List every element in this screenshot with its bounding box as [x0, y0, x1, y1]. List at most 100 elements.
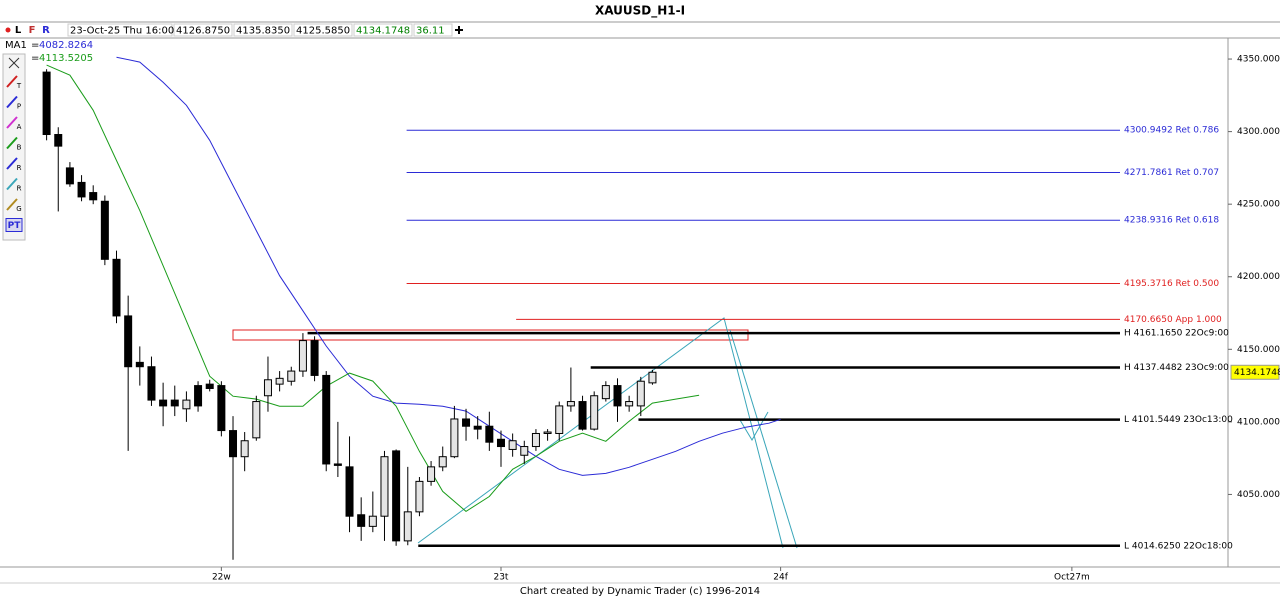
candle-body: [590, 395, 599, 430]
candle-body: [462, 418, 471, 427]
candle-body: [54, 134, 63, 147]
tool-label: B: [17, 144, 22, 152]
legend-sign: =: [31, 40, 39, 51]
candle-body: [89, 192, 98, 201]
candle-body: [170, 399, 179, 407]
candle-body: [543, 431, 552, 434]
candle-body: [42, 71, 51, 136]
tool-button[interactable]: A: [6, 116, 22, 131]
price-tag: [1230, 364, 1280, 380]
footer: Chart created by Dynamic Trader (c) 1996…: [520, 586, 760, 597]
tool-button[interactable]: R: [6, 177, 22, 193]
candle-body: [100, 200, 109, 260]
legend-value: 4082.8264: [39, 40, 93, 51]
candle-body: [240, 440, 249, 458]
candle-body: [415, 480, 424, 513]
y-tick-label: 4250.0000: [1237, 200, 1280, 210]
x-tick-label: 22w: [212, 573, 231, 583]
tool-label: A: [17, 123, 22, 131]
candle-body: [427, 466, 436, 482]
candle-body: [147, 366, 156, 401]
tool-icon: [6, 75, 18, 88]
tool-button[interactable]: P: [6, 95, 21, 111]
candle-body: [135, 361, 144, 368]
tool-button[interactable]: B: [6, 136, 22, 152]
zone-box: [232, 329, 749, 341]
header-field-box: [353, 23, 413, 37]
header-button[interactable]: L: [15, 25, 22, 36]
candle-body: [438, 456, 447, 468]
tool-icon: [5, 218, 23, 232]
header-field: 4134.1748: [356, 26, 410, 37]
header-field: 4125.5850: [296, 26, 350, 37]
tool-icon: [6, 95, 18, 109]
tool-label: R: [17, 185, 22, 193]
header-field: 23-Oct-25 Thu 16:00: [70, 26, 174, 37]
header-field: 4126.8750: [176, 26, 230, 37]
y-tick-label: 4050.0000: [1237, 490, 1280, 500]
level-label: 4170.6650 App 1.000: [1124, 315, 1222, 325]
y-tick-label: 4100.0000: [1237, 417, 1280, 427]
header-field-box: [233, 23, 293, 37]
tool-button[interactable]: T: [6, 75, 22, 90]
tool-button[interactable]: PT: [5, 218, 23, 232]
level-label: 4195.3716 Ret 0.500: [1124, 279, 1219, 289]
y-tick-label: 4200.0000: [1237, 272, 1280, 282]
candle-body: [450, 418, 459, 458]
tool-label: R: [17, 164, 22, 172]
candle-body: [555, 405, 564, 434]
x-tick-label: 24f: [773, 573, 788, 583]
tool-icon: [6, 177, 18, 191]
tool-cursor[interactable]: [8, 57, 20, 69]
candle-body: [357, 514, 366, 527]
candle-body: [345, 466, 354, 517]
level-label: H 4137.4482 23Oc9:00: [1124, 363, 1229, 373]
header-field-box: [173, 23, 233, 37]
candle-body: [625, 401, 634, 407]
candle-body: [531, 432, 540, 448]
tool-button[interactable]: R: [6, 157, 22, 172]
y-tick-label: 4350.0000: [1237, 55, 1280, 65]
candle-body: [124, 315, 133, 368]
candle-body: [159, 399, 168, 407]
candle-body: [601, 385, 610, 400]
candle-body: [508, 440, 517, 450]
price-tag-label: 4134.1748: [1234, 368, 1280, 378]
tool-label: P: [17, 103, 21, 111]
candle-body: [229, 430, 238, 458]
candle-body: [368, 515, 377, 527]
header-field-box: [293, 23, 353, 37]
candle-body: [520, 446, 529, 456]
candle-body: [310, 340, 319, 376]
header-field: 36.11: [416, 26, 445, 37]
header-field-box: [413, 23, 453, 37]
candle-body: [77, 181, 86, 198]
y-tick-label: 4300.0000: [1237, 127, 1280, 137]
candle-body: [566, 401, 575, 407]
candle-body: [298, 340, 307, 372]
candle-body: [65, 167, 74, 185]
candle-body: [217, 385, 226, 432]
level-label: L 4014.6250 22Oc18:00: [1124, 541, 1233, 551]
projection-line: [417, 317, 784, 549]
crosshair-icon: [455, 26, 463, 34]
candle-body: [275, 377, 284, 385]
candle-body: [648, 371, 657, 384]
header-button[interactable]: R: [42, 25, 50, 36]
candle-body: [392, 450, 401, 542]
tool-button[interactable]: G: [6, 198, 22, 213]
projection-line: [739, 411, 769, 441]
x-tick-label: 23t: [493, 573, 508, 583]
level-label: 4300.9492 Ret 0.786: [1124, 126, 1219, 136]
x-tick-label: Oct27m: [1054, 573, 1090, 583]
candle-body: [194, 385, 203, 407]
tool-icon: [6, 198, 18, 211]
candle-body: [263, 379, 272, 397]
legend-sign: =: [31, 53, 39, 64]
candle-body: [333, 463, 342, 466]
header-field: 4135.8350: [236, 26, 290, 37]
candle-body: [322, 374, 331, 465]
header-button[interactable]: F: [29, 25, 36, 36]
